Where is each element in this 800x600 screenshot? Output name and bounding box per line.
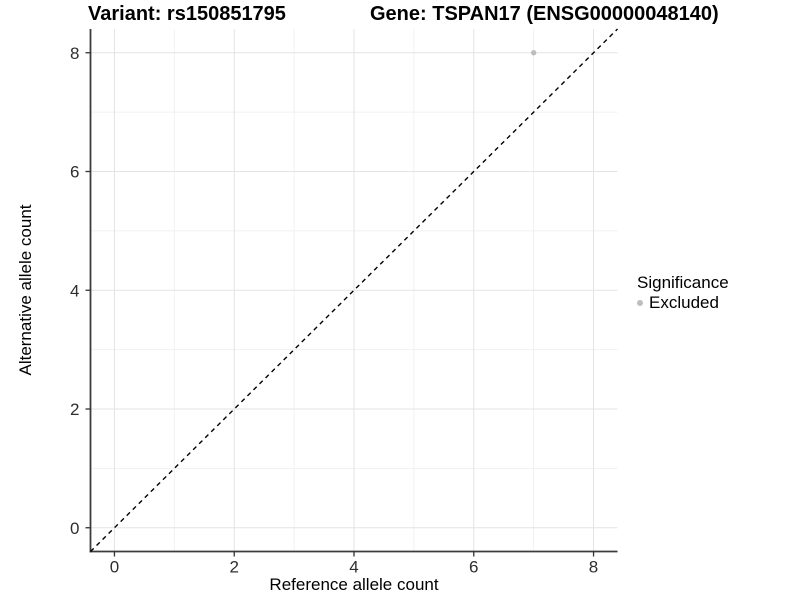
variant-title: Variant: rs150851795 [88,3,286,25]
legend-item-label: Excluded [649,293,719,312]
x-tick-label: 0 [110,558,119,577]
x-tick-label: 4 [349,558,358,577]
legend: Significance Excluded [637,273,729,312]
x-tick-label: 2 [229,558,238,577]
y-tick-label: 6 [70,163,79,182]
x-axis-title: Reference allele count [269,575,439,594]
data-point [530,50,537,56]
y-tick-label: 8 [70,44,79,63]
y-tick-label: 0 [70,519,79,538]
legend-item: Excluded [637,294,729,312]
x-tick-label: 8 [589,558,598,577]
legend-items: Excluded [637,294,729,312]
y-tick-label: 2 [70,400,79,419]
y-tick-label: 4 [70,281,79,300]
legend-key-dot [637,300,643,306]
y-axis-title: Alternative allele count [16,204,35,376]
legend-title: Significance [637,273,729,292]
x-tick-label: 6 [469,558,478,577]
gene-title: Gene: TSPAN17 (ENSG00000048140) [370,3,719,25]
